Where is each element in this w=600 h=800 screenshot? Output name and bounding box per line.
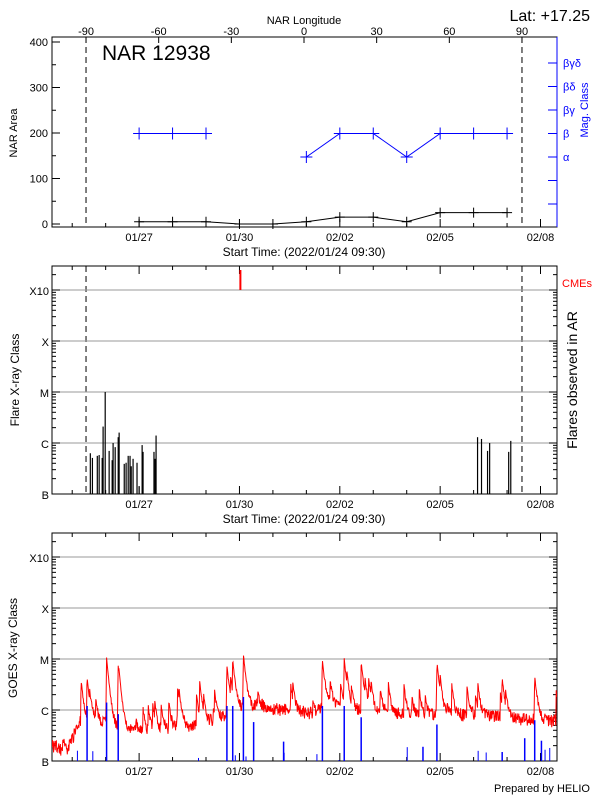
- y-tick-label: B: [42, 490, 49, 502]
- x-tick-label: 02/02: [326, 766, 354, 778]
- y-tick-label: 300: [30, 83, 48, 95]
- panel1-frame: [51, 36, 558, 228]
- area-point: [368, 212, 379, 223]
- y-tick-label: M: [40, 655, 49, 667]
- x-tick-label: 01/27: [125, 499, 153, 511]
- mag-class-point: [300, 151, 313, 163]
- y-tick-label: M: [40, 388, 49, 400]
- mag-class-tick-label: β: [563, 129, 569, 141]
- x-tick-label: 02/08: [527, 232, 555, 244]
- goes-axis-title: GOES X-ray Class: [6, 598, 20, 698]
- x-tick-label: 02/05: [426, 499, 454, 511]
- longitude-tick-label: -90: [78, 26, 94, 38]
- y-tick-label: C: [41, 439, 49, 451]
- x-tick-label: 01/30: [226, 232, 254, 244]
- y-tick-label: B: [42, 757, 49, 769]
- credit-label: Prepared by HELIO: [494, 783, 590, 795]
- longitude-axis-title: NAR Longitude: [267, 15, 342, 27]
- x-tick-label: 01/27: [125, 232, 153, 244]
- longitude-tick-label: 30: [371, 26, 383, 38]
- area-line: [139, 212, 508, 225]
- goes-long-curve: [52, 655, 557, 756]
- x-tick-label: 02/05: [426, 766, 454, 778]
- panel2-frame: [51, 265, 558, 495]
- area-point: [468, 207, 479, 218]
- longitude-tick-label: -30: [223, 26, 239, 38]
- area-point: [401, 216, 412, 227]
- longitude-tick-label: 90: [516, 26, 528, 38]
- area-point: [301, 216, 312, 227]
- x-tick-label: 02/08: [527, 766, 555, 778]
- mag-class-axis-title: Mag. Class: [579, 82, 591, 138]
- flares-observed-axis-title: Flares observed in AR: [564, 311, 580, 449]
- area-point: [201, 216, 212, 227]
- longitude-tick-label: 0: [301, 26, 307, 38]
- area-point: [234, 219, 245, 229]
- x-tick-label: 02/02: [326, 499, 354, 511]
- y-tick-label: 0: [42, 219, 48, 231]
- x-tick-label: 01/30: [226, 766, 254, 778]
- panel3-frame: [51, 532, 558, 762]
- area-point: [502, 207, 513, 218]
- area-axis-title: NAR Area: [8, 108, 20, 158]
- mag-class-line: [306, 133, 508, 158]
- area-point: [334, 212, 345, 223]
- x-tick-label: 01/27: [125, 766, 153, 778]
- mag-class-tick-label: βγδ: [563, 58, 581, 70]
- region-title: NAR 12938: [102, 42, 211, 65]
- y-tick-label: X10: [29, 553, 49, 565]
- cme-label: CMEs: [562, 278, 592, 290]
- y-tick-label: 100: [30, 174, 48, 186]
- y-tick-label: 400: [30, 37, 48, 49]
- y-tick-label: C: [41, 706, 49, 718]
- area-point: [167, 216, 178, 227]
- area-point: [435, 207, 446, 218]
- longitude-tick-label: 60: [443, 26, 455, 38]
- mag-class-tick-label: α: [563, 152, 570, 164]
- longitude-tick-label: -60: [151, 26, 167, 38]
- y-tick-label: X: [42, 337, 50, 349]
- x-tick-label: 02/08: [527, 499, 555, 511]
- goes-plot-area: [52, 655, 557, 761]
- panel1-xlabel: Start Time: (2022/01/24 09:30): [223, 245, 386, 259]
- x-tick-label: 02/02: [326, 232, 354, 244]
- latitude-label: Lat: +17.25: [509, 8, 590, 25]
- y-tick-label: 200: [30, 128, 48, 140]
- mag-class-tick-label: βδ: [563, 82, 575, 94]
- area-point: [134, 216, 145, 227]
- y-tick-label: X: [42, 604, 50, 616]
- x-tick-label: 02/05: [426, 232, 454, 244]
- panel2-xlabel: Start Time: (2022/01/24 09:30): [223, 512, 386, 526]
- x-tick-label: 01/30: [226, 499, 254, 511]
- mag-class-tick-label: βγ: [563, 105, 575, 117]
- area-point: [267, 219, 278, 229]
- y-tick-label: X10: [29, 286, 49, 298]
- flare-axis-title: Flare X-ray Class: [8, 334, 22, 427]
